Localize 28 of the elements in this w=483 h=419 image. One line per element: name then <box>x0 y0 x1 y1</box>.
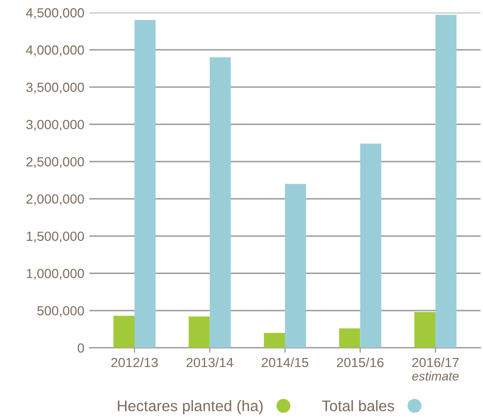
bar <box>284 184 306 348</box>
bar <box>414 312 436 348</box>
y-tick-label: 4,500,000 <box>26 8 84 20</box>
y-tick-label: 1,500,000 <box>26 232 84 243</box>
y-tick-label: 1,000,000 <box>26 268 84 280</box>
x-tick-label: 2016/17 <box>412 357 459 368</box>
bar <box>435 14 457 348</box>
y-tick-label: 3,500,000 <box>26 82 84 94</box>
x-tick-label: 2014/15 <box>262 357 308 368</box>
y-tick-label: 2,000,000 <box>26 194 84 206</box>
text: estimate <box>412 371 459 381</box>
bar <box>113 316 134 348</box>
y-tick-label: 2,500,000 <box>26 157 84 168</box>
legend-label: Hectares planted (ha) <box>118 400 263 414</box>
y-tick-label: 500,000 <box>37 306 84 317</box>
legend-label: Total bales <box>322 400 394 412</box>
x-tick-label: 2013/14 <box>186 357 234 368</box>
y-tick-label: 0 <box>78 343 84 353</box>
bar <box>188 316 210 348</box>
bar <box>264 332 285 348</box>
y-tick-label: 4,000,000 <box>26 45 84 56</box>
x-tick-label: 2015/16 <box>337 357 384 368</box>
bar <box>360 144 382 348</box>
bar <box>339 328 360 348</box>
x-tick-label: 2012/13 <box>111 357 158 368</box>
y-tick-label: 3,000,000 <box>26 120 84 131</box>
bar <box>134 20 156 348</box>
bar <box>210 57 231 348</box>
